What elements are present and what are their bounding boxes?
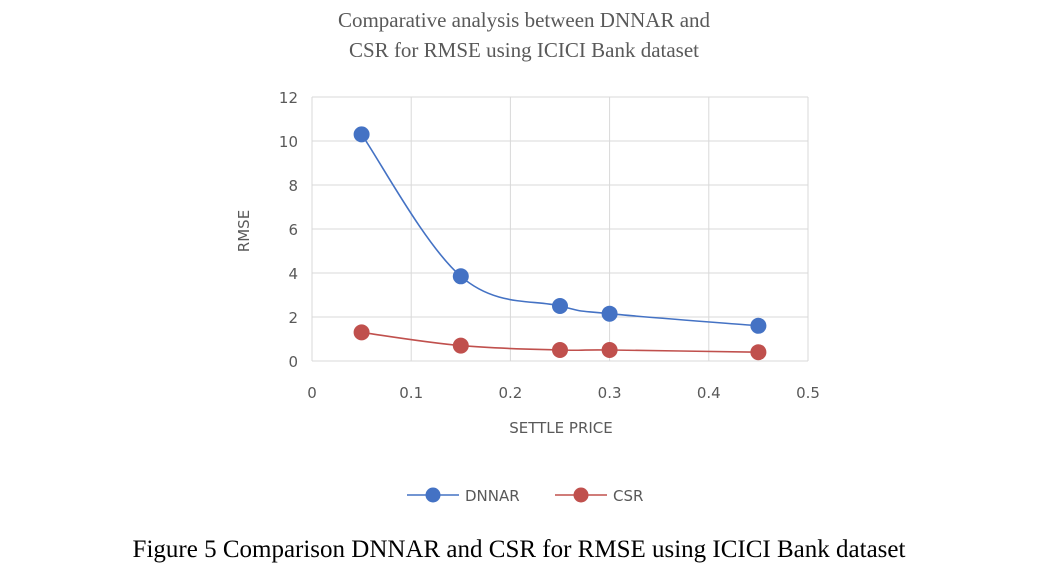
legend-marker (425, 487, 441, 503)
data-point (601, 342, 618, 358)
legend-marker (573, 487, 589, 503)
legend: DNNAR CSR (407, 487, 643, 505)
x-tick-label: 0.3 (598, 384, 622, 402)
y-tick-label: 2 (288, 309, 298, 327)
x-tick-label: 0.1 (399, 384, 423, 402)
y-tick-label: 4 (288, 265, 298, 283)
series-line (360, 133, 759, 327)
legend-label: CSR (613, 487, 643, 505)
data-point (452, 337, 469, 354)
plot-grid (311, 96, 809, 362)
data-point (552, 298, 568, 314)
data-point (750, 317, 767, 334)
series-csr (353, 324, 767, 361)
data-point (353, 324, 370, 341)
y-tick-label: 0 (288, 353, 298, 371)
series-dnnar (353, 126, 767, 334)
legend-label: DNNAR (465, 487, 520, 505)
y-axis-ticks: 0 2 4 6 8 10 12 (279, 89, 298, 371)
y-tick-label: 12 (279, 89, 298, 107)
y-axis-label: RMSE (235, 210, 253, 252)
series-lines (353, 126, 767, 361)
data-point (452, 268, 469, 285)
y-tick-label: 10 (279, 133, 298, 151)
data-point (552, 342, 568, 358)
legend-item-csr: CSR (555, 487, 643, 505)
x-axis-ticks: 0 0.1 0.2 0.3 0.4 0.5 (307, 384, 820, 402)
data-point (601, 305, 618, 322)
y-tick-label: 8 (288, 177, 298, 195)
x-tick-label: 0.5 (796, 384, 820, 402)
x-tick-label: 0.4 (697, 384, 721, 402)
x-tick-label: 0 (307, 384, 317, 402)
chart-title: Comparative analysis between DNNAR and C… (338, 8, 711, 62)
legend-item-dnnar: DNNAR (407, 487, 520, 505)
data-point (750, 344, 767, 361)
figure-caption: Figure 5 Comparison DNNAR and CSR for RM… (132, 536, 906, 563)
x-tick-label: 0.2 (498, 384, 522, 402)
data-point (353, 126, 370, 143)
x-axis-label: SETTLE PRICE (509, 419, 613, 437)
chart-title-line-2: CSR for RMSE using ICICI Bank dataset (349, 38, 699, 62)
y-tick-label: 6 (288, 221, 298, 239)
chart-title-line-1: Comparative analysis between DNNAR and (338, 8, 711, 32)
